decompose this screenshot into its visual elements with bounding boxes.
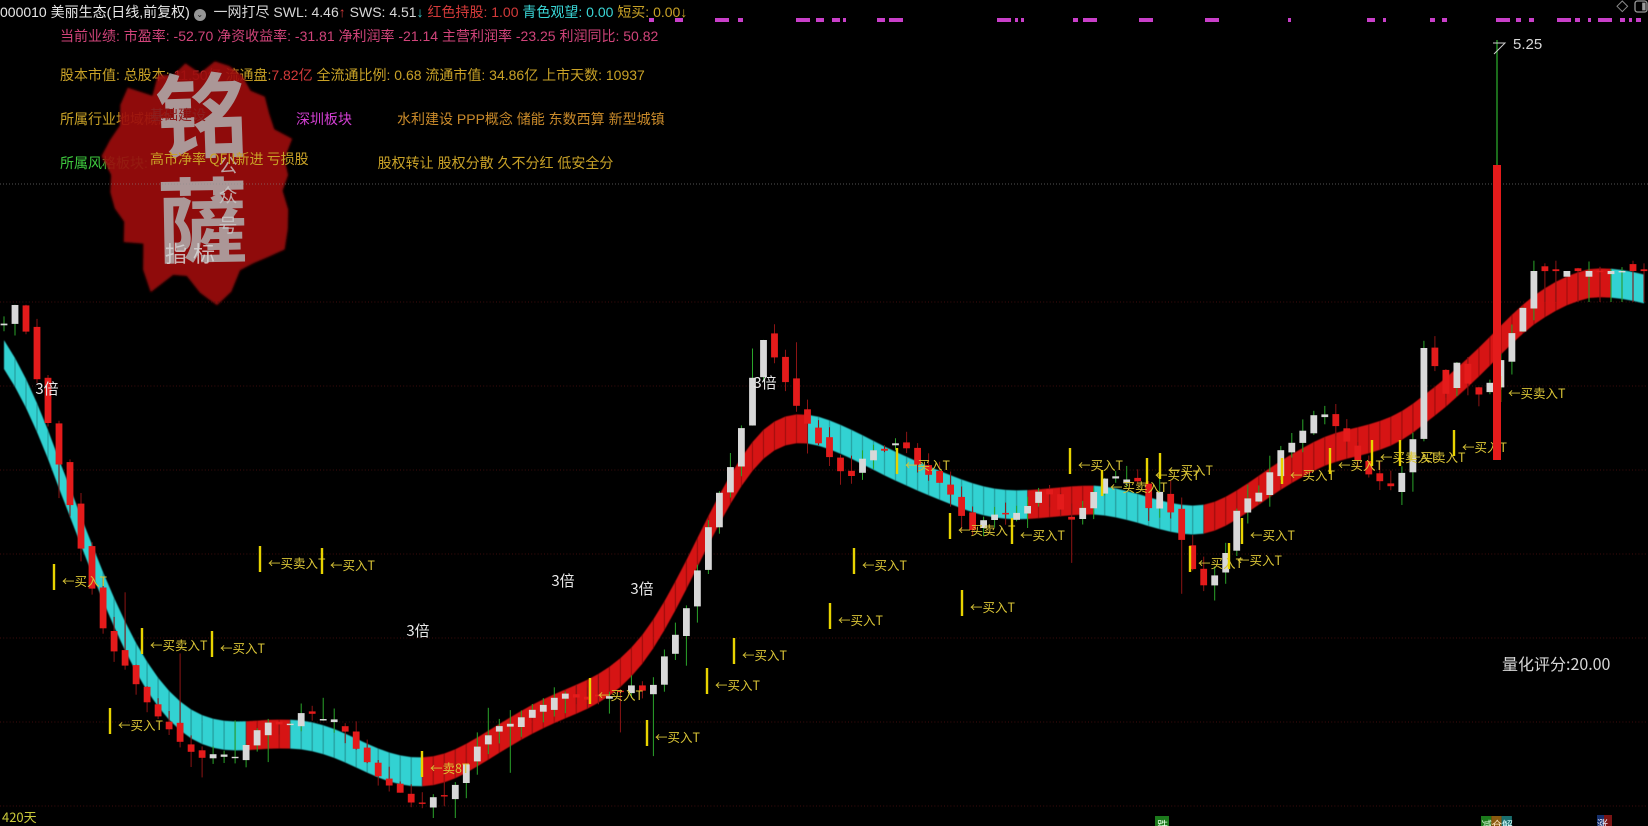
svg-text:420天: 420天 [2, 807, 37, 826]
svg-text:跌: 跌 [1157, 817, 1168, 826]
svg-text:解: 解 [1502, 817, 1513, 826]
svg-text:5.25: 5.25 [1513, 36, 1542, 53]
svg-text:量化评分:20.00: 量化评分:20.00 [1502, 651, 1611, 675]
svg-text:涨: 涨 [1597, 816, 1608, 826]
